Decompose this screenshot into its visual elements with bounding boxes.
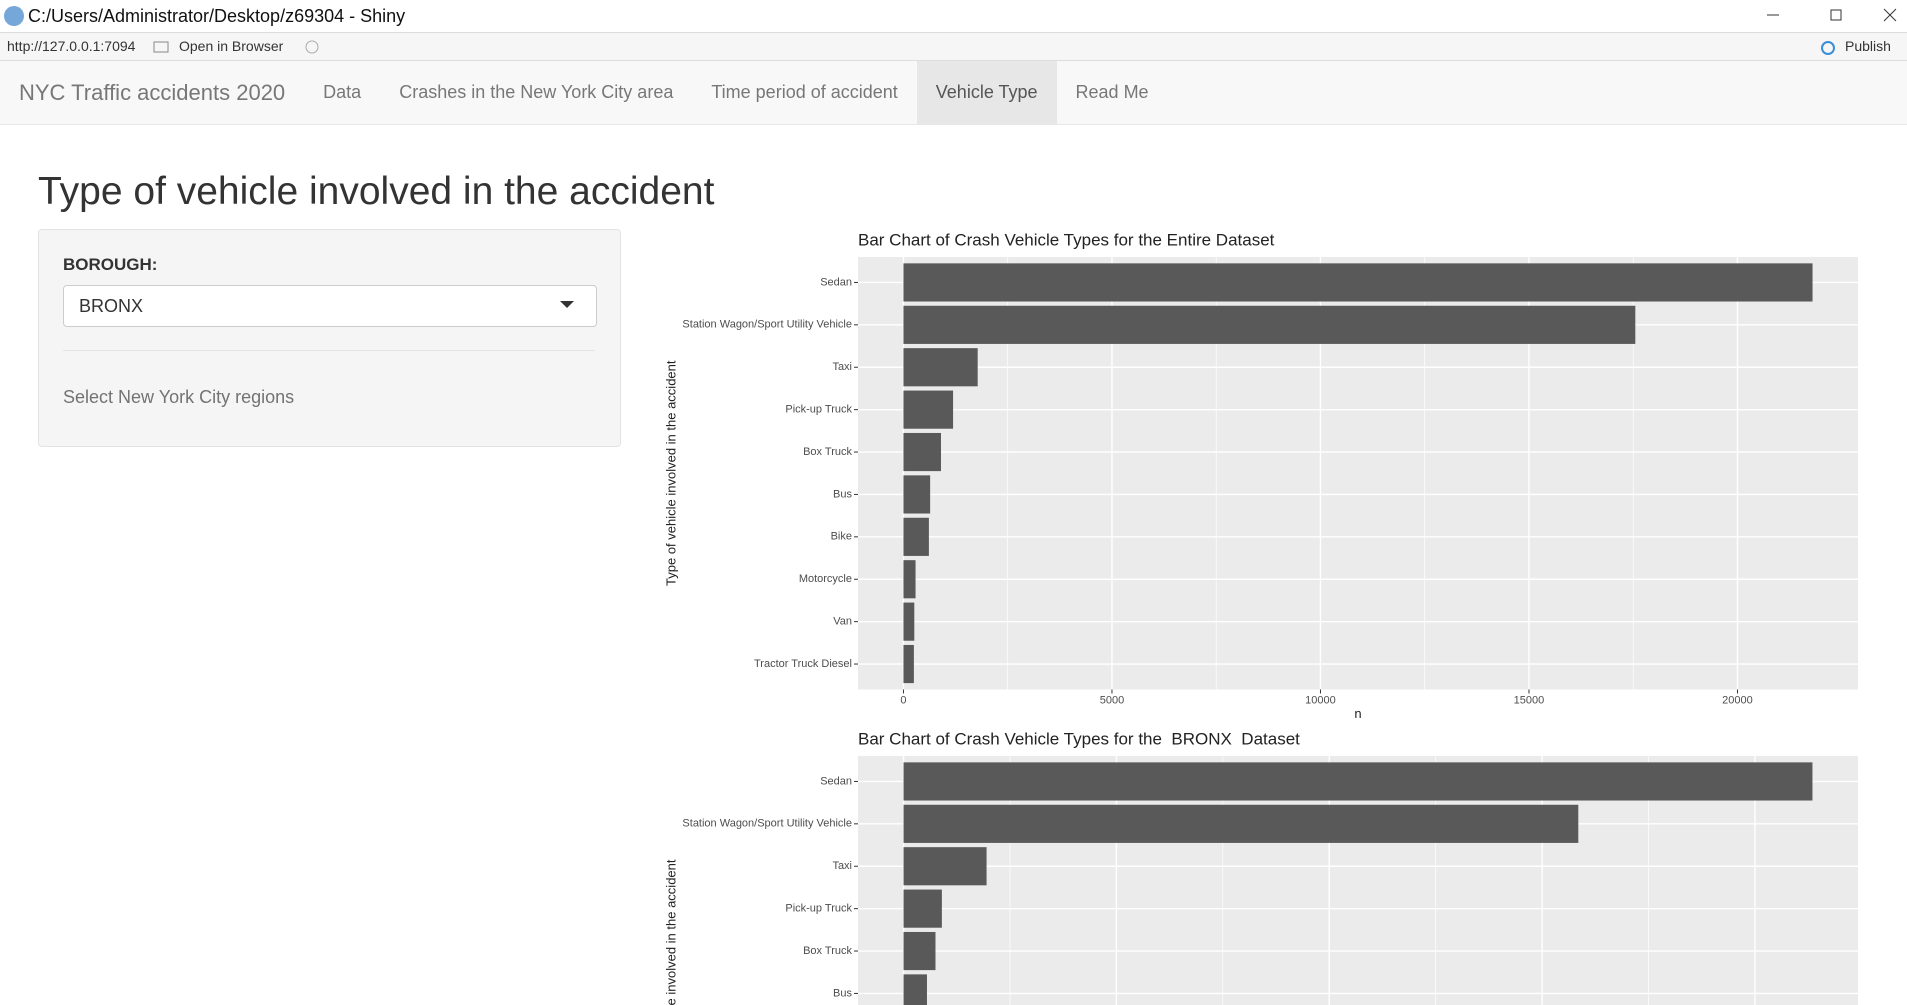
bar (903, 432, 941, 472)
publish[interactable]: Publish (1845, 38, 1891, 54)
url[interactable]: http://127.0.0.1:7094 (7, 38, 136, 54)
y-tick-label: Pick-up Truck (785, 903, 852, 915)
bar (903, 560, 916, 599)
y-tick-label: Pick-up Truck (785, 404, 852, 416)
bar (903, 517, 929, 556)
y-tick-label: Box Truck (803, 945, 852, 957)
dropdown-caret (560, 301, 574, 308)
selected-value: BRONX (79, 296, 144, 316)
y-tick-label: Taxi (832, 860, 852, 872)
y-tick-label: Station Wagon/Sport Utility Vehicle (682, 818, 852, 830)
divider (63, 350, 595, 351)
x-tick-label: 5000 (1100, 694, 1124, 706)
bar (903, 390, 954, 429)
y-tick-label: Taxi (832, 361, 852, 373)
bar (903, 644, 914, 684)
bar (903, 305, 1636, 344)
nav-tab[interactable]: Data (323, 82, 362, 102)
y-tick-label: Van (833, 616, 852, 628)
y-axis-label: Type of vehicle involved in the accident (663, 859, 678, 1005)
open-in-browser[interactable]: Open in Browser (179, 38, 284, 54)
select-label: BOROUGH: (63, 255, 158, 274)
navbar: NYC Traffic accidents 2020 Data Crashes i… (0, 61, 1907, 125)
bar (903, 263, 1813, 302)
x-tick-label: 15000 (1514, 694, 1545, 706)
y-tick-label: Tractor Truck Diesel (754, 658, 852, 670)
y-tick-label: Sedan (820, 276, 852, 288)
nav-tab[interactable]: Crashes in the New York City area (399, 82, 674, 102)
bar (903, 974, 927, 1005)
y-tick-label: Bus (833, 488, 852, 500)
y-tick-label: Bus (833, 987, 852, 999)
x-tick-label: 20000 (1722, 694, 1753, 706)
bar (903, 475, 931, 514)
page-heading: Type of vehicle involved in the accident (38, 170, 715, 213)
browser-icon (153, 41, 169, 53)
bar (903, 602, 915, 641)
window-title: C:/Users/Administrator/Desktop/z69304 - … (28, 6, 406, 26)
help-text: Select New York City regions (63, 387, 295, 407)
chart-title: Bar Chart of Crash Vehicle Types for the… (858, 230, 1275, 249)
bar (903, 762, 1813, 801)
y-tick-label: Bike (831, 531, 852, 543)
y-tick-label: Sedan (820, 775, 852, 787)
publish-icon (1821, 41, 1835, 55)
bar (903, 931, 936, 971)
brand[interactable]: NYC Traffic accidents 2020 (19, 80, 286, 105)
bar (903, 804, 1579, 843)
refresh-icon[interactable] (303, 37, 323, 57)
x-tick-label: 0 (900, 694, 906, 706)
nav-tab[interactable]: Read Me (1075, 82, 1149, 102)
title-bar: C:/Users/Administrator/Desktop/z69304 - … (0, 0, 1907, 33)
bar (903, 348, 978, 387)
y-tick-label: Station Wagon/Sport Utility Vehicle (682, 319, 852, 331)
window-controls[interactable] (1747, 0, 1907, 32)
toolbar: http://127.0.0.1:7094 Open in Browser Pu… (0, 33, 1907, 61)
x-tick-label: 10000 (1305, 694, 1336, 706)
x-axis-label: n (1354, 706, 1361, 721)
y-tick-label: Box Truck (803, 446, 852, 458)
borough-select[interactable]: BRONX (63, 285, 597, 327)
y-tick-label: Motorcycle (799, 573, 852, 585)
app-icon (4, 6, 24, 26)
bar (903, 889, 942, 928)
sidebar-panel: BOROUGH: BRONX Select New York City regi… (38, 229, 621, 447)
bar (903, 847, 987, 886)
nav-tab[interactable]: Time period of accident (711, 82, 898, 102)
y-axis-label: Type of vehicle involved in the accident (663, 360, 678, 586)
chart-title: Bar Chart of Crash Vehicle Types for the… (858, 729, 1300, 748)
nav-tab[interactable]: Vehicle Type (916, 61, 1057, 124)
